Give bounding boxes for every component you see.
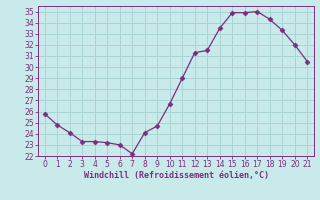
X-axis label: Windchill (Refroidissement éolien,°C): Windchill (Refroidissement éolien,°C) bbox=[84, 171, 268, 180]
